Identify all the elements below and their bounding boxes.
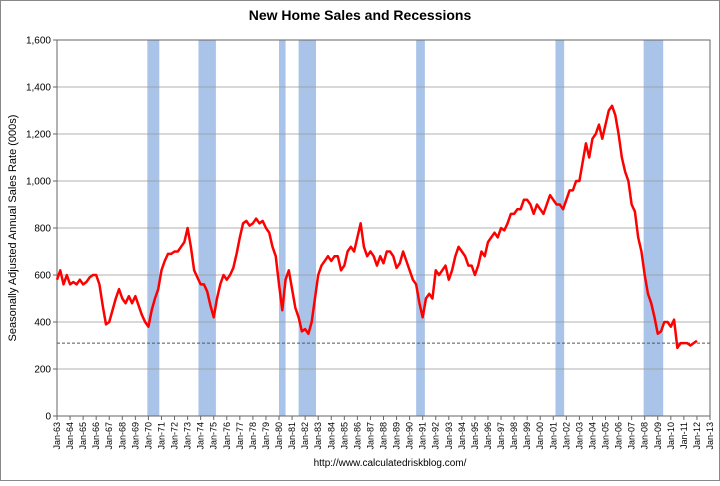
x-tick-label: Jan-98	[509, 422, 519, 450]
x-tick-label: Jan-64	[65, 422, 75, 450]
y-tick-label: 1,200	[26, 130, 51, 141]
x-tick-label: Jan-68	[117, 422, 127, 450]
y-tick-label: 200	[34, 365, 51, 376]
x-tick-label: Jan-84	[326, 422, 336, 450]
x-tick-label: Jan-02	[561, 422, 571, 450]
x-tick-label: Jan-91	[418, 422, 428, 450]
x-tick-label: Jan-94	[457, 422, 467, 450]
sales-line	[55, 104, 698, 350]
x-tick-label: Jan-90	[405, 422, 415, 450]
x-tick-label: Jan-09	[653, 422, 663, 450]
x-tick-label: Jan-99	[522, 422, 532, 450]
x-tick-label: Jan-11	[679, 422, 689, 449]
x-tick-label: Jan-12	[692, 422, 702, 450]
y-tick-label: 400	[34, 318, 51, 329]
x-tick-label: Jan-74	[196, 422, 206, 450]
y-axis-label: Seasonally Adjusted Annual Sales Rate (0…	[7, 115, 19, 342]
x-tick-label: Jan-07	[627, 422, 637, 450]
y-tick-label: 800	[34, 224, 51, 235]
chart-title: New Home Sales and Recessions	[249, 7, 472, 23]
x-tick-label: Jan-80	[274, 422, 284, 450]
y-tick-label: 1,400	[26, 83, 51, 94]
x-tick-label: Jan-79	[261, 422, 271, 450]
x-tick-label: Jan-89	[392, 422, 402, 450]
x-tick-label: Jan-04	[587, 422, 597, 450]
x-tick-label: Jan-67	[104, 422, 114, 450]
x-tick-label: Jan-72	[170, 422, 180, 450]
y-tick-label: 1,000	[26, 177, 51, 188]
y-tick-label: 600	[34, 271, 51, 282]
source-note: http://www.calculatedriskblog.com/	[314, 458, 467, 469]
x-tick-label: Jan-86	[352, 422, 362, 450]
x-tick-label: Jan-81	[287, 422, 297, 450]
x-tick-label: Jan-69	[130, 422, 140, 450]
x-tick-label: Jan-10	[666, 422, 676, 450]
plot-frame	[56, 39, 711, 417]
x-tick-label: Jan-05	[601, 422, 611, 450]
x-tick-label: Jan-85	[339, 422, 349, 450]
x-tick-label: Jan-77	[235, 422, 245, 450]
x-tick-label: Jan-88	[379, 422, 389, 450]
x-tick-label: Jan-01	[548, 422, 558, 450]
x-tick-label: Jan-06	[614, 422, 624, 450]
x-tick-label: Jan-70	[143, 422, 153, 450]
x-tick-label: Jan-63	[52, 422, 62, 450]
x-tick-label: Jan-71	[156, 422, 166, 450]
x-tick-label: Jan-92	[431, 422, 441, 450]
y-tick-label: 1,600	[26, 36, 51, 47]
x-tick-label: Jan-08	[640, 422, 650, 450]
x-tick-label: Jan-82	[300, 422, 310, 450]
x-tick-label: Jan-93	[444, 422, 454, 450]
x-tick-label: Jan-03	[574, 422, 584, 450]
x-tick-label: Jan-96	[483, 422, 493, 450]
y-tick-label: 0	[45, 412, 51, 423]
x-tick-label: Jan-73	[183, 422, 193, 450]
x-tick-label: Jan-78	[248, 422, 258, 450]
x-tick-label: Jan-95	[470, 422, 480, 450]
x-tick-label: Jan-66	[91, 422, 101, 450]
x-tick-label: Jan-65	[78, 422, 88, 450]
x-tick-label: Jan-75	[209, 422, 219, 450]
x-tick-label: Jan-76	[222, 422, 232, 450]
x-tick-label: Jan-83	[313, 422, 323, 450]
x-tick-label: Jan-00	[535, 422, 545, 450]
x-tick-label: Jan-87	[365, 422, 375, 450]
x-tick-label: Jan-13	[705, 422, 715, 450]
x-tick-label: Jan-97	[496, 422, 506, 450]
